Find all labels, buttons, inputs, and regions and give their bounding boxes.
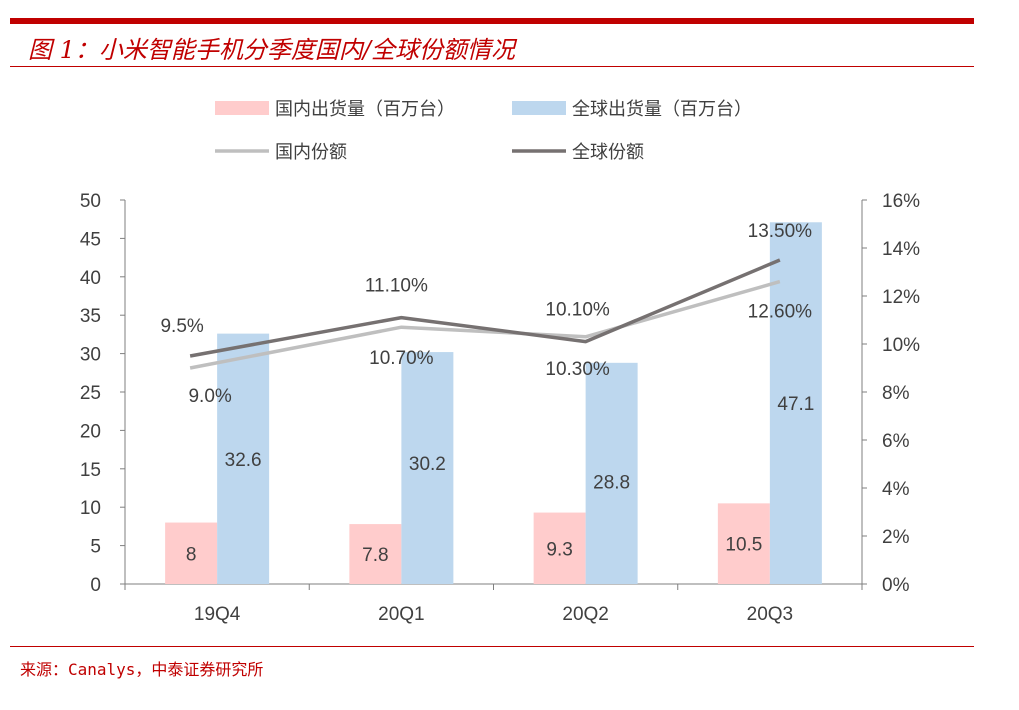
legend-swatch [512, 101, 566, 115]
right-tick-label: 0% [882, 575, 910, 596]
header-rule-bottom [10, 66, 974, 67]
line-domestic-share [189, 279, 781, 370]
right-tick-label: 4% [882, 479, 910, 500]
right-tick-label: 8% [882, 383, 910, 404]
x-tick-label: 20Q2 [562, 604, 608, 625]
left-tick-label: 10 [80, 498, 101, 519]
global-share-label: 9.5% [160, 316, 203, 337]
header-rule-top [10, 18, 974, 24]
left-tick-label: 20 [80, 421, 101, 442]
x-tick-label: 20Q1 [378, 604, 424, 625]
bar-value-label: 28.8 [593, 472, 630, 493]
right-tick-label: 2% [882, 527, 910, 548]
bar-value-label: 30.2 [409, 454, 446, 475]
right-tick-label: 16% [882, 191, 920, 212]
bar-value-label: 8 [186, 544, 197, 565]
left-tick-label: 40 [80, 268, 101, 289]
legend-label: 国内份额 [275, 142, 347, 163]
global-share-label: 10.10% [545, 300, 610, 321]
left-tick-label: 5 [90, 537, 101, 558]
legend-label: 国内出货量（百万台） [275, 99, 455, 120]
global-share-label: 11.10% [365, 276, 428, 297]
bar-value-label: 7.8 [362, 545, 388, 566]
bar-domestic [533, 512, 586, 584]
right-tick-label: 12% [882, 287, 920, 308]
domestic-share-label: 10.30% [545, 359, 610, 380]
domestic-share-label: 10.70% [369, 348, 434, 369]
bar-domestic [717, 503, 770, 584]
left-tick-label: 0 [90, 575, 101, 596]
bar-domestic [349, 524, 402, 584]
bar-global [217, 333, 270, 584]
bar-value-label: 32.6 [225, 450, 262, 471]
left-tick-label: 25 [80, 383, 101, 404]
left-tick-label: 50 [80, 191, 101, 212]
left-tick-label: 30 [80, 345, 101, 366]
bar-value-label: 9.3 [546, 539, 572, 560]
bar-global [401, 352, 454, 584]
chart: 0 5 10 15 20 25 30 35 40 45 50 0% 2% 4% 6% 8% 10% 12% 14% 1… [80, 99, 920, 625]
left-tick-label: 45 [80, 229, 101, 250]
right-tick-label: 6% [882, 431, 910, 452]
domestic-share-label: 9.0% [188, 386, 231, 407]
footer-rule [10, 646, 974, 647]
line-global-share [189, 258, 781, 358]
source-note: 来源：Canalys，中泰证券研究所 [20, 660, 264, 679]
legend-label: 全球份额 [572, 142, 644, 163]
bar-global [585, 362, 638, 584]
bar-value-label: 10.5 [725, 535, 762, 556]
global-share-label: 13.50% [748, 221, 813, 242]
figure-title: 图 1：小米智能手机分季度国内/全球份额情况 [28, 36, 515, 64]
left-tick-label: 15 [80, 460, 101, 481]
right-tick-label: 10% [882, 335, 920, 356]
right-tick-label: 14% [882, 239, 920, 260]
x-tick-label: 19Q4 [194, 604, 241, 625]
bar-domestic [165, 522, 218, 584]
x-tick-label: 20Q3 [747, 604, 793, 625]
legend-swatch [215, 101, 269, 115]
left-tick-label: 35 [80, 306, 101, 327]
domestic-share-label: 12.60% [748, 302, 813, 323]
legend-label: 全球出货量（百万台） [572, 99, 752, 120]
bar-value-label: 47.1 [777, 394, 814, 415]
